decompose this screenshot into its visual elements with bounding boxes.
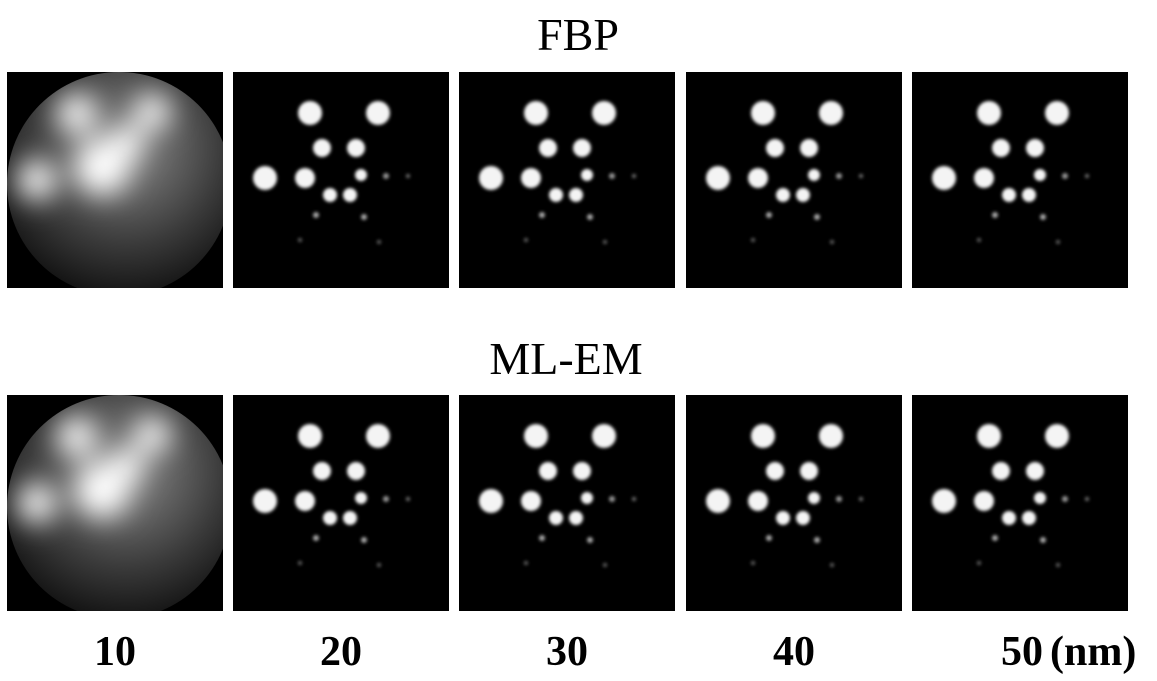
row-title: ML-EM bbox=[489, 333, 642, 384]
image-row bbox=[7, 395, 1128, 611]
column-label: 20 bbox=[320, 629, 362, 675]
image-panel bbox=[459, 72, 675, 288]
image-panel bbox=[912, 395, 1128, 611]
column-label: 10 bbox=[94, 629, 136, 675]
image-panel bbox=[233, 395, 449, 611]
image-panel bbox=[686, 72, 902, 288]
image-panel bbox=[686, 395, 902, 611]
column-label: 40 bbox=[773, 629, 815, 675]
image-panel bbox=[7, 395, 223, 611]
image-panel bbox=[912, 72, 1128, 288]
image-panel bbox=[459, 395, 675, 611]
image-row bbox=[7, 72, 1128, 288]
column-label: 50 bbox=[1001, 629, 1043, 675]
unit-label: (nm) bbox=[1050, 629, 1136, 675]
image-panel bbox=[7, 72, 223, 288]
column-label: 30 bbox=[546, 629, 588, 675]
image-panel bbox=[233, 72, 449, 288]
row-title: FBP bbox=[537, 9, 619, 60]
